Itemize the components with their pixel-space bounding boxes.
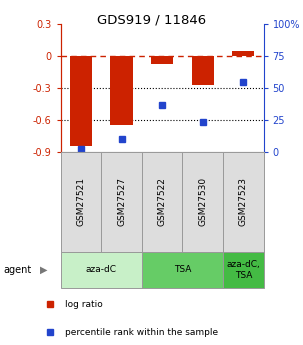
Bar [232,51,255,56]
Bar [151,56,173,63]
Text: GSM27530: GSM27530 [198,177,207,226]
Text: GDS919 / 11846: GDS919 / 11846 [97,14,206,27]
Text: agent: agent [3,265,31,275]
Text: TSA: TSA [174,265,191,275]
Bar [61,252,142,288]
Bar [191,56,214,85]
Bar [142,252,223,288]
Text: aza-dC: aza-dC [86,265,117,275]
Text: GSM27521: GSM27521 [76,177,85,226]
Bar [223,252,264,288]
Bar [223,152,264,252]
Bar [110,56,133,125]
Bar [61,152,101,252]
Text: aza-dC,
TSA: aza-dC, TSA [226,260,260,280]
Bar [70,56,92,147]
Text: GSM27527: GSM27527 [117,177,126,226]
Text: percentile rank within the sample: percentile rank within the sample [65,328,218,337]
Text: GSM27522: GSM27522 [158,177,167,226]
Bar [101,152,142,252]
Text: log ratio: log ratio [65,299,103,308]
Text: ▶: ▶ [40,265,48,275]
Text: GSM27523: GSM27523 [239,177,248,226]
Bar [182,152,223,252]
Bar [142,152,182,252]
